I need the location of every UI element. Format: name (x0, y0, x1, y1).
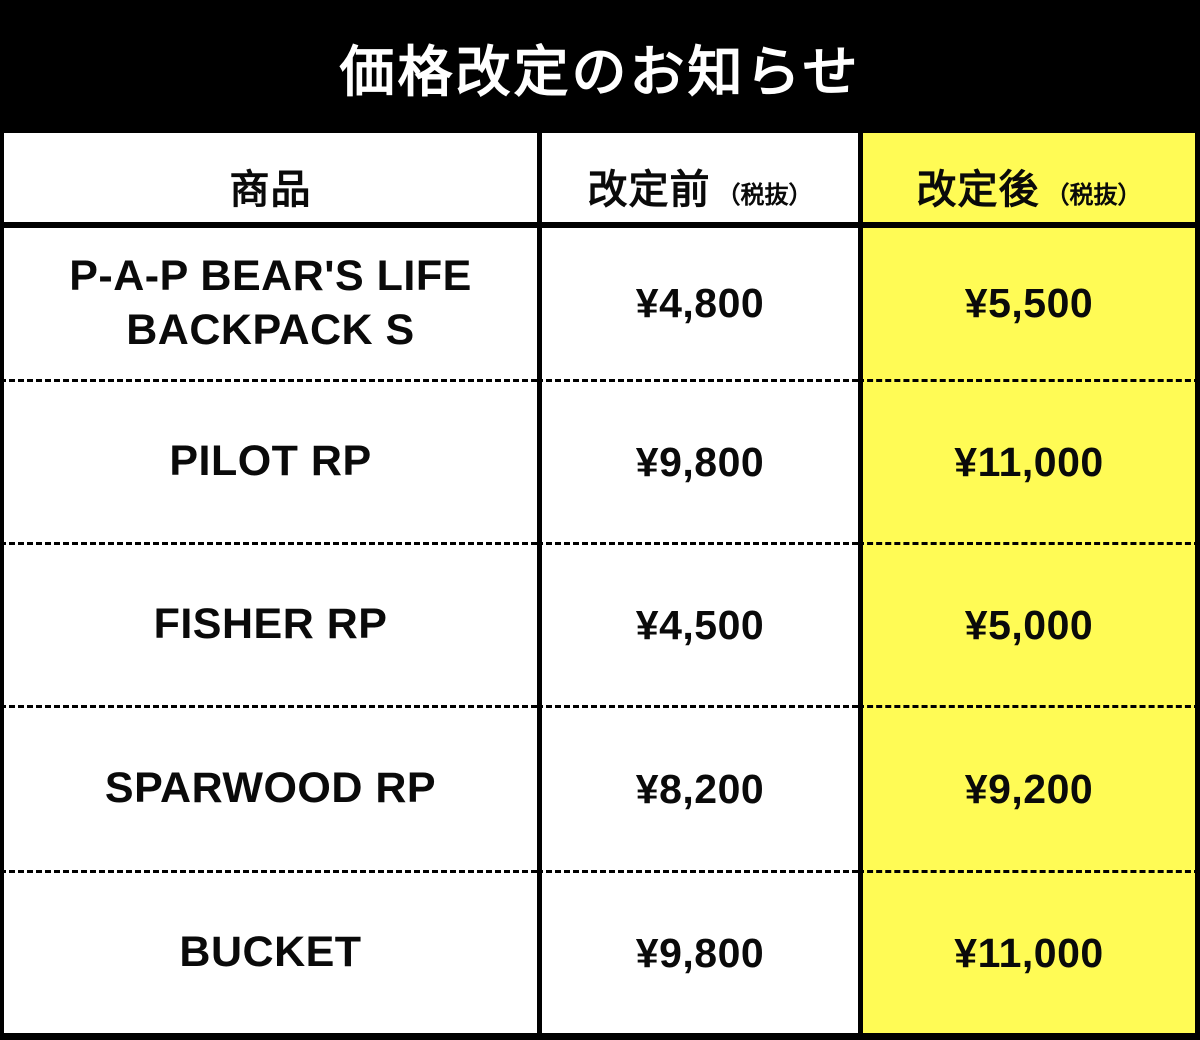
table-row-product-cell: P-A-P BEAR'S LIFE BACKPACK S (0, 228, 537, 382)
price-after: ¥5,500 (964, 280, 1094, 326)
header-before-tax-note: （税抜） (716, 182, 813, 209)
title-banner: 価格改定のお知らせ (0, 0, 1200, 133)
price-table: 商品 改定前 （税抜） 改定後 （税抜） P-A-P BEAR'S LIFE B… (0, 133, 1200, 1033)
table-row-price-before-cell: ¥4,800 (537, 228, 858, 382)
table-row-price-after-cell: ¥11,000 (858, 873, 1200, 1033)
table-row-price-after-cell: ¥11,000 (858, 382, 1200, 545)
header-product-label: 商品 (229, 168, 312, 212)
table-row-price-after-cell: ¥9,200 (858, 708, 1200, 873)
price-after: ¥5,000 (964, 601, 1094, 648)
product-name: P-A-P BEAR'S LIFE BACKPACK S (69, 251, 472, 354)
price-after: ¥11,000 (954, 929, 1104, 976)
header-product: 商品 (0, 133, 537, 228)
table-row-price-before-cell: ¥8,200 (537, 708, 858, 873)
table-row-price-after-cell: ¥5,000 (858, 545, 1200, 708)
table-row-price-before-cell: ¥9,800 (537, 382, 858, 545)
header-after-tax-note: （税抜） (1045, 182, 1142, 209)
header-after: 改定後 （税抜） (858, 133, 1200, 228)
price-before: ¥9,800 (635, 929, 765, 976)
price-before: ¥4,800 (635, 280, 765, 326)
price-after: ¥11,000 (954, 438, 1104, 485)
product-name: SPARWOOD RP (104, 764, 437, 813)
header-before-label: 改定前 (587, 168, 711, 212)
product-name: PILOT RP (169, 437, 372, 486)
table-row-price-before-cell: ¥9,800 (537, 873, 858, 1033)
table-row-price-before-cell: ¥4,500 (537, 545, 858, 708)
price-before: ¥4,500 (635, 601, 765, 648)
table-row-price-after-cell: ¥5,500 (858, 228, 1200, 382)
table-row-product-cell: FISHER RP (0, 545, 537, 708)
table-row-product-cell: PILOT RP (0, 382, 537, 545)
header-after-label: 改定後 (916, 168, 1040, 212)
page-title: 価格改定のお知らせ (339, 40, 861, 103)
table-row-product-cell: SPARWOOD RP (0, 708, 537, 873)
product-name: FISHER RP (153, 600, 388, 649)
price-before: ¥9,800 (635, 438, 765, 485)
price-after: ¥9,200 (964, 765, 1094, 812)
header-before: 改定前 （税抜） (537, 133, 858, 228)
price-before: ¥8,200 (635, 765, 765, 812)
table-row-product-cell: BUCKET (0, 873, 537, 1033)
product-name: BUCKET (179, 928, 362, 977)
